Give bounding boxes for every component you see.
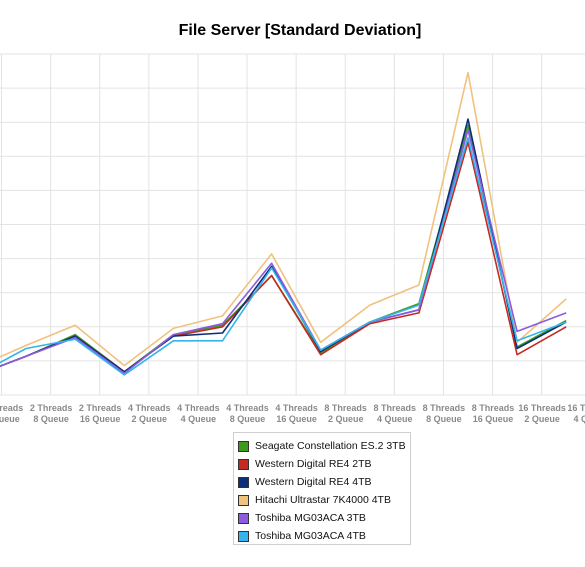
legend-label: Western Digital RE4 2TB bbox=[255, 458, 372, 470]
legend-swatch bbox=[238, 512, 249, 524]
legend-swatch bbox=[238, 476, 249, 488]
x-tick-label: 8 Threads 8 Queue bbox=[423, 403, 466, 424]
legend-item: Toshiba MG03ACA 4TB bbox=[238, 527, 410, 545]
x-tick-label: 4 Threads 2 Queue bbox=[128, 403, 171, 424]
x-tick-label: 2 Threads 8 Queue bbox=[30, 403, 73, 424]
legend-item: Western Digital RE4 4TB bbox=[238, 473, 410, 491]
legend: Seagate Constellation ES.2 3TB Western Di… bbox=[233, 432, 411, 545]
x-tick-label: 16 Threads 2 Queue bbox=[518, 403, 566, 424]
legend-swatch bbox=[238, 458, 249, 470]
x-tick-label: 4 Threads 4 Queue bbox=[177, 403, 220, 424]
legend-item: Hitachi Ultrastar 7K4000 4TB bbox=[238, 491, 410, 509]
series-line-4 bbox=[0, 129, 567, 375]
chart-title: File Server [Standard Deviation] bbox=[179, 22, 422, 39]
x-tick-label: 4 Threads 8 Queue bbox=[226, 403, 269, 424]
series-line-0 bbox=[0, 124, 567, 373]
legend-item: Seagate Constellation ES.2 3TB bbox=[238, 437, 410, 455]
series-line-5 bbox=[0, 136, 567, 376]
legend-label: Toshiba MG03ACA 3TB bbox=[255, 512, 366, 524]
legend-label: Hitachi Ultrastar 7K4000 4TB bbox=[255, 494, 391, 506]
legend-label: Western Digital RE4 4TB bbox=[255, 476, 372, 488]
x-tick-label: 2 Threads 16 Queue bbox=[79, 403, 122, 424]
legend-label: Toshiba MG03ACA 4TB bbox=[255, 530, 366, 542]
legend-swatch bbox=[238, 494, 249, 506]
plot-grid bbox=[0, 53, 585, 396]
series-lines bbox=[0, 71, 567, 376]
legend-swatch bbox=[238, 440, 249, 452]
x-tick-label: 8 Threads 16 Queue bbox=[472, 403, 515, 424]
legend-item: Western Digital RE4 2TB bbox=[238, 455, 410, 473]
x-tick-label: 8 Threads 2 Queue bbox=[324, 403, 367, 424]
x-tick-label: 4 Threads 16 Queue bbox=[275, 403, 318, 424]
series-line-3 bbox=[0, 71, 567, 367]
legend-swatch bbox=[238, 530, 249, 542]
legend-label: Seagate Constellation ES.2 3TB bbox=[255, 440, 406, 452]
legend-item: Toshiba MG03ACA 3TB bbox=[238, 509, 410, 527]
series-line-2 bbox=[0, 118, 567, 373]
x-tick-label: 8 Threads 4 Queue bbox=[374, 403, 417, 424]
